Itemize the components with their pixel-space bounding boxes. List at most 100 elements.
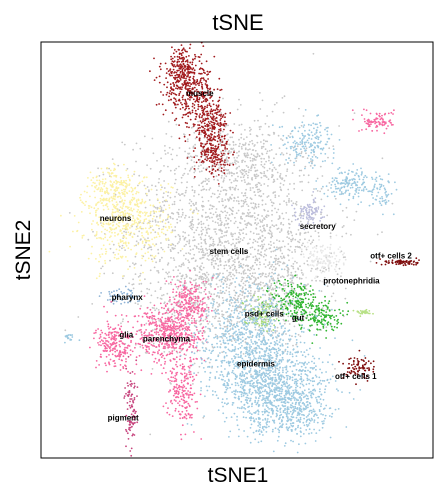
point <box>415 263 417 266</box>
point <box>170 135 173 138</box>
point <box>311 194 313 197</box>
point <box>187 88 190 90</box>
point <box>213 160 216 163</box>
point <box>219 289 222 292</box>
point <box>246 255 249 258</box>
point <box>316 157 319 159</box>
point <box>124 218 127 221</box>
point <box>137 184 139 187</box>
point <box>244 200 247 203</box>
point <box>336 273 339 276</box>
point <box>236 317 239 319</box>
point <box>183 72 185 75</box>
point <box>313 188 315 190</box>
point <box>239 238 242 240</box>
point <box>213 88 216 91</box>
point <box>350 184 353 187</box>
point <box>180 176 183 179</box>
point <box>249 286 252 289</box>
point <box>291 204 293 207</box>
point <box>254 175 257 178</box>
point <box>91 303 94 305</box>
point <box>314 142 317 144</box>
point <box>272 277 275 280</box>
point <box>262 300 265 303</box>
point <box>296 218 299 221</box>
point <box>305 276 307 279</box>
point <box>178 92 181 95</box>
point <box>268 263 271 265</box>
point <box>189 118 192 121</box>
point <box>270 232 273 235</box>
point <box>346 178 348 180</box>
point <box>280 229 283 232</box>
point <box>100 187 103 189</box>
point <box>174 74 177 77</box>
point <box>319 121 321 124</box>
point <box>176 61 179 64</box>
point <box>228 171 231 174</box>
point <box>353 182 355 185</box>
point <box>306 241 309 244</box>
point <box>231 257 234 259</box>
point <box>200 53 203 56</box>
point <box>314 277 316 279</box>
point <box>132 278 135 281</box>
point <box>286 170 288 173</box>
point <box>128 217 131 220</box>
point <box>203 127 206 130</box>
point <box>320 271 323 274</box>
point <box>230 309 233 312</box>
point <box>241 294 244 297</box>
point <box>270 220 273 222</box>
point <box>201 300 204 303</box>
point <box>210 258 213 261</box>
point <box>232 147 235 150</box>
point <box>149 254 152 257</box>
point <box>309 256 312 258</box>
point <box>249 189 252 192</box>
point <box>203 149 206 152</box>
point <box>183 172 186 175</box>
point <box>319 220 321 222</box>
point <box>326 285 329 288</box>
point <box>176 221 179 224</box>
point <box>261 244 263 246</box>
point <box>137 303 139 305</box>
point <box>219 240 222 243</box>
point <box>247 281 250 284</box>
point <box>307 221 310 223</box>
point <box>205 110 208 113</box>
point <box>182 67 185 70</box>
point <box>293 140 296 143</box>
point <box>120 200 123 203</box>
point <box>309 290 311 293</box>
point <box>184 74 187 76</box>
point <box>162 268 164 271</box>
point <box>287 285 290 288</box>
point <box>97 207 99 210</box>
point <box>221 236 224 238</box>
point <box>333 268 336 271</box>
point <box>305 216 308 219</box>
point <box>290 147 292 150</box>
point <box>257 277 260 279</box>
point <box>163 302 166 305</box>
point <box>249 230 252 233</box>
point <box>225 161 228 164</box>
point <box>136 191 138 193</box>
point <box>274 249 276 252</box>
point <box>262 239 265 241</box>
point <box>358 130 360 132</box>
point <box>203 153 206 155</box>
point <box>208 217 211 219</box>
point <box>119 255 122 258</box>
point <box>220 150 223 153</box>
point <box>252 256 255 258</box>
point <box>180 275 183 278</box>
point <box>119 216 121 219</box>
point <box>223 161 226 164</box>
point <box>202 120 205 122</box>
point <box>153 210 156 213</box>
point <box>288 198 290 200</box>
